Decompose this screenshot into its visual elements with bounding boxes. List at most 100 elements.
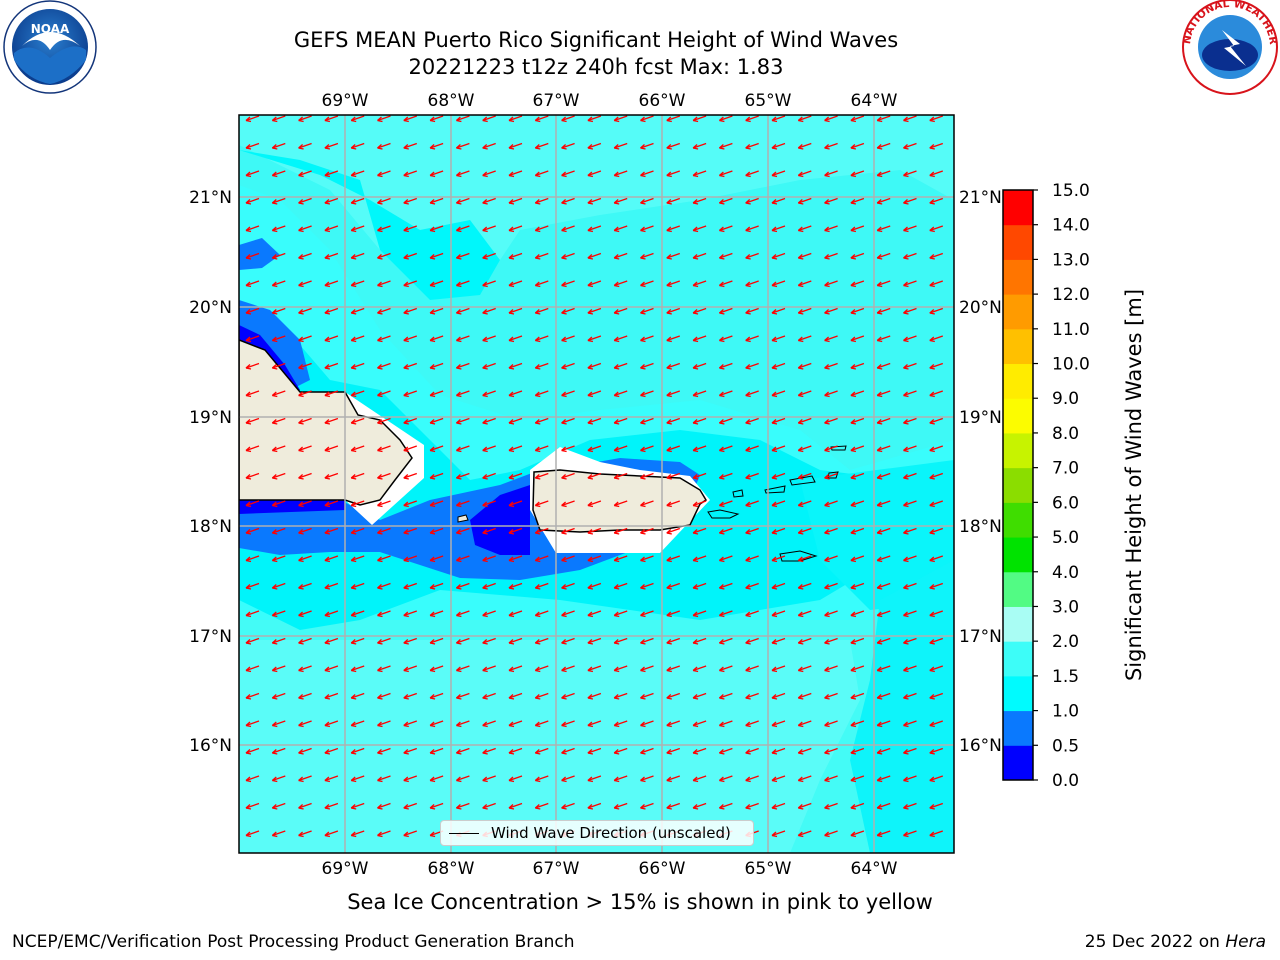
wave-arrow — [876, 610, 891, 618]
wave-arrow — [350, 390, 365, 398]
wave-arrow — [824, 775, 838, 783]
wave-arrow — [640, 225, 654, 233]
wave-arrow — [666, 417, 681, 425]
wave-arrow — [876, 637, 891, 645]
wave-arrow — [298, 665, 312, 673]
wave-arrow — [534, 170, 549, 178]
wave-arrow — [640, 252, 654, 260]
wave-arrow — [455, 307, 470, 315]
colorbar-label: Significant Height of Wind Waves [m] — [1122, 288, 1146, 682]
wave-arrow — [561, 637, 575, 645]
wave-arrow — [613, 610, 628, 618]
wave-arrow — [771, 637, 786, 645]
wave-arrow — [771, 555, 786, 563]
wave-arrow — [455, 527, 470, 535]
wave-arrow — [850, 445, 865, 453]
wave-arrow — [561, 747, 575, 755]
wave-arrow — [429, 225, 444, 233]
wave-arrow — [350, 362, 365, 370]
wave-arrow — [561, 225, 575, 233]
colorbar-tick-label: 15.0 — [1052, 181, 1090, 201]
wave-arrow — [745, 390, 759, 398]
wave-arrow — [745, 720, 759, 728]
lat-label: 18°N — [959, 517, 1002, 537]
wave-arrow — [929, 637, 944, 645]
wave-arrow — [666, 692, 681, 700]
wave-arrow — [324, 115, 339, 123]
wave-arrow — [824, 830, 838, 838]
wave-arrow — [508, 197, 523, 205]
wave-arrow — [745, 747, 759, 755]
wave-arrow — [245, 307, 260, 315]
wave-arrow — [692, 362, 707, 370]
wave-arrow — [377, 610, 391, 618]
colorbar-tick-label: 9.0 — [1052, 389, 1079, 409]
wave-arrow — [403, 280, 418, 288]
wave-arrow — [482, 362, 496, 370]
wave-arrow — [718, 775, 733, 783]
wave-arrow — [429, 747, 444, 755]
wave-arrow — [640, 555, 654, 563]
wave-arrow — [534, 500, 549, 508]
wave-arrow — [824, 197, 838, 205]
wave-arrow — [508, 362, 523, 370]
wave-arrow — [508, 335, 523, 343]
wave-arrow — [429, 307, 444, 315]
wave-arrow — [666, 390, 681, 398]
wave-arrow — [824, 747, 838, 755]
wave-arrow — [482, 720, 496, 728]
wave-arrow — [718, 225, 733, 233]
wave-arrow — [377, 637, 391, 645]
wave-arrow — [482, 747, 496, 755]
wave-arrow — [640, 197, 654, 205]
wave-arrow — [613, 665, 628, 673]
wave-arrow — [534, 720, 549, 728]
wave-arrow — [666, 280, 681, 288]
wave-arrow — [245, 362, 260, 370]
wave-arrow — [797, 142, 812, 150]
wave-arrow — [508, 775, 523, 783]
wave-arrow — [666, 197, 681, 205]
wave-arrow — [692, 692, 707, 700]
wave-arrow — [350, 197, 365, 205]
wave-arrow — [587, 747, 602, 755]
wave-arrow — [377, 307, 391, 315]
wave-arrow — [876, 115, 891, 123]
wave-arrow — [245, 390, 260, 398]
wave-arrow — [666, 527, 681, 535]
wave-arrow — [350, 665, 365, 673]
wave-arrow — [876, 280, 891, 288]
wave-arrow — [771, 225, 786, 233]
wave-arrow — [745, 582, 759, 590]
wave-arrow — [350, 225, 365, 233]
wave-arrow — [587, 225, 602, 233]
wave-arrow — [350, 802, 365, 810]
wave-arrow — [692, 417, 707, 425]
wave-arrow — [350, 445, 365, 453]
wave-arrow — [271, 637, 286, 645]
wave-arrow — [850, 170, 865, 178]
wave-arrow — [403, 802, 418, 810]
wave-arrow — [640, 115, 654, 123]
wave-arrow — [377, 665, 391, 673]
wave-arrow — [640, 582, 654, 590]
wave-arrow — [403, 417, 418, 425]
wave-arrow — [876, 830, 891, 838]
wave-arrow — [324, 555, 339, 563]
wave-arrow — [245, 720, 260, 728]
wave-arrow — [640, 142, 654, 150]
wave-arrow — [640, 500, 654, 508]
wave-arrow — [429, 692, 444, 700]
wave-arrow — [324, 802, 339, 810]
wave-arrow — [482, 445, 496, 453]
wave-arrow — [298, 747, 312, 755]
wave-arrow — [324, 252, 339, 260]
wave-arrow — [534, 225, 549, 233]
wave-arrow — [534, 115, 549, 123]
wave-arrow — [534, 582, 549, 590]
wave-arrow — [429, 280, 444, 288]
chart-subtitle: 20221223 t12z 240h fcst Max: 1.83 — [408, 55, 784, 79]
wave-height-field — [239, 115, 954, 853]
wave-arrow — [508, 637, 523, 645]
wave-arrow — [876, 142, 891, 150]
